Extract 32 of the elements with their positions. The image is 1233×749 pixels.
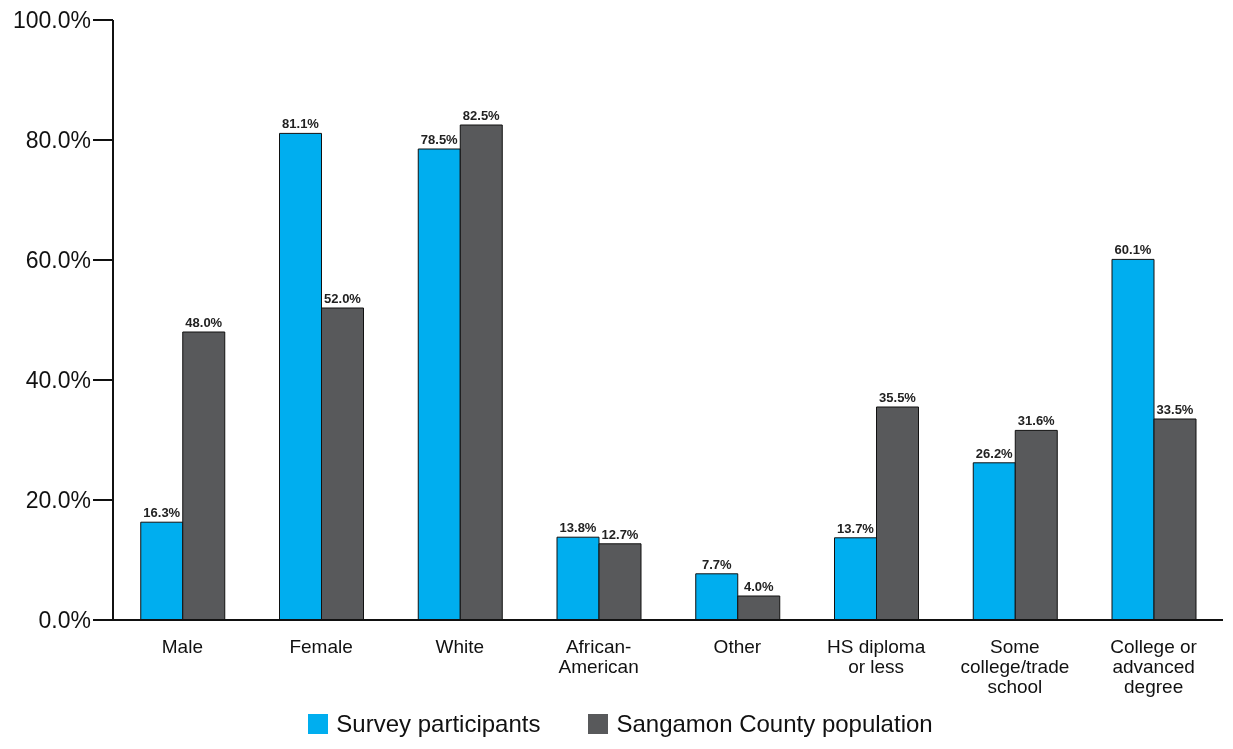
data-label: 12.7%: [601, 526, 639, 542]
y-tick-label: 0.0%: [38, 607, 91, 634]
y-tick-label: 20.0%: [25, 487, 91, 514]
data-label: 7.7%: [701, 556, 732, 572]
data-label: 31.6%: [1017, 413, 1056, 429]
data-label: 4.0%: [743, 579, 774, 594]
data-label: 16.3%: [143, 505, 181, 521]
data-label: 33.5%: [1156, 402, 1194, 417]
legend-label: Sangamon County population: [615, 710, 933, 738]
data-label: 35.5%: [879, 390, 917, 405]
y-tick-label: 100.0%: [12, 7, 91, 34]
x-tick-label: HS diploma or less: [827, 636, 926, 678]
data-label: 13.8%: [559, 520, 597, 536]
x-tick-label: White: [435, 636, 485, 658]
x-tick-label: Male: [161, 636, 203, 658]
y-tick-label: 60.0%: [25, 247, 91, 274]
x-tick-label: Other: [713, 636, 762, 658]
data-label: 81.1%: [282, 116, 320, 132]
data-label: 26.2%: [975, 445, 1014, 461]
x-tick-label: Some college/trade school: [960, 636, 1070, 697]
data-label: 60.1%: [1114, 242, 1152, 258]
data-label: 52.0%: [324, 291, 362, 306]
data-label: 78.5%: [420, 132, 459, 147]
data-label: 48.0%: [185, 315, 223, 330]
legend-label: Survey participants: [335, 710, 541, 738]
data-label: 13.7%: [837, 520, 875, 536]
y-tick-label: 80.0%: [25, 127, 91, 154]
x-tick-label: African-American: [558, 636, 639, 678]
x-tick-label: Female: [289, 636, 353, 658]
data-label: 82.5%: [462, 108, 501, 123]
x-tick-label: College or advanced degree: [1110, 636, 1198, 697]
y-tick-label: 40.0%: [25, 367, 91, 394]
